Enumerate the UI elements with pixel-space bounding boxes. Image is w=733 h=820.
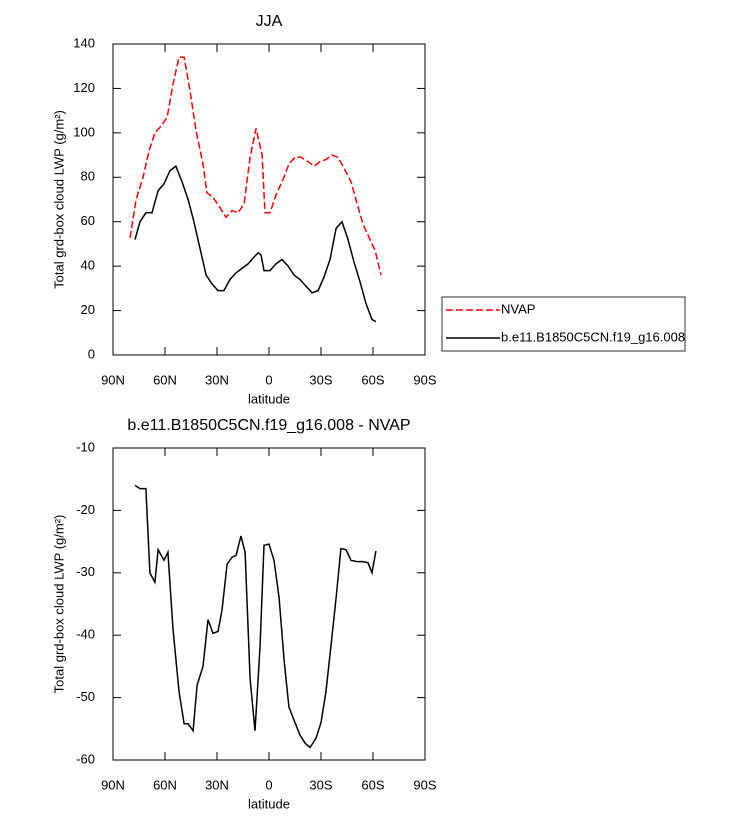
data-line: [129, 56, 382, 276]
x-tick-label: 90S: [413, 372, 436, 387]
x-tick-label: 90N: [101, 777, 125, 792]
y-tick-label: 20: [81, 302, 95, 317]
x-axis-label: latitude: [248, 796, 290, 811]
y-tick-label: 120: [73, 80, 95, 95]
data-line: [134, 165, 377, 323]
chart-title: JJA: [256, 13, 283, 30]
x-tick-label: 30N: [205, 372, 229, 387]
x-tick-label: 90N: [101, 372, 125, 387]
y-axis-label: Total grd-box cloud LWP (g/m²): [51, 110, 66, 289]
y-tick-label: 100: [73, 124, 95, 139]
y-tick-label: -10: [76, 439, 95, 454]
x-tick-label: 0: [265, 372, 272, 387]
x-tick-label: 60N: [153, 777, 177, 792]
legend-label: b.e11.B1850C5CN.f19_g16.008: [501, 329, 685, 344]
y-tick-label: 60: [81, 213, 95, 228]
y-tick-label: -60: [76, 751, 95, 766]
x-tick-label: 90S: [413, 777, 436, 792]
data-line: [134, 484, 377, 749]
y-tick-label: 0: [88, 346, 95, 361]
x-tick-label: 60S: [361, 777, 384, 792]
y-tick-label: -20: [76, 502, 95, 517]
x-tick-label: 30S: [309, 372, 332, 387]
y-tick-label: -30: [76, 564, 95, 579]
x-tick-label: 0: [265, 777, 272, 792]
x-axis-label: latitude: [248, 391, 290, 406]
x-tick-label: 60S: [361, 372, 384, 387]
chart-title: b.e11.B1850C5CN.f19_g16.008 - NVAP: [127, 417, 410, 434]
x-tick-label: 30S: [309, 777, 332, 792]
y-tick-label: 80: [81, 169, 95, 184]
plot-frame: [112, 43, 426, 356]
legend-box: [441, 296, 686, 352]
x-tick-label: 30N: [205, 777, 229, 792]
y-tick-label: -50: [76, 689, 95, 704]
y-tick-label: -40: [76, 627, 95, 642]
legend-label: NVAP: [501, 301, 535, 316]
x-tick-label: 60N: [153, 372, 177, 387]
plot-frame: [112, 447, 426, 761]
y-tick-label: 40: [81, 258, 95, 273]
y-tick-label: 140: [73, 35, 95, 50]
y-axis-label: Total grd-box cloud LWP (g/m²): [51, 515, 66, 694]
